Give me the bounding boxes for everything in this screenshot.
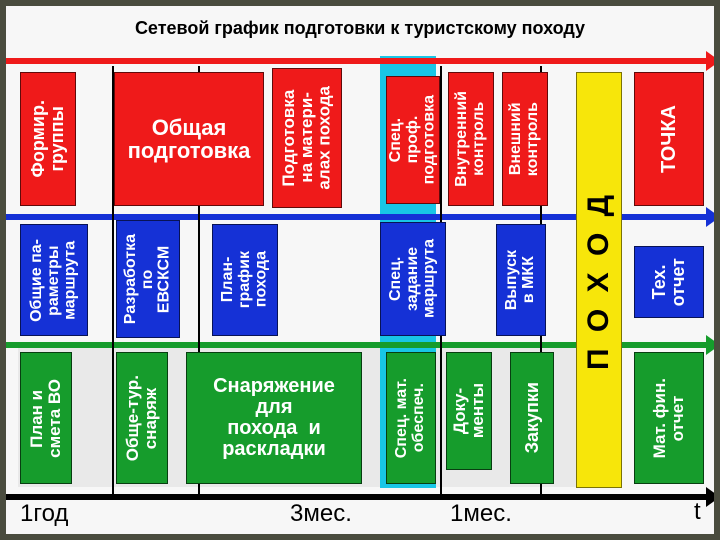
obshche-tur-snaryazh: Обще-тур. снаряж (116, 352, 168, 484)
zakupki: Закупки (510, 352, 554, 484)
axis-label: 3мес. (290, 500, 352, 528)
axis-label: 1мес. (450, 500, 512, 528)
podgotovka-materialy: Подготовка на матери- алах похода (272, 68, 342, 208)
axis-label: 1год (20, 500, 68, 528)
arrow-red (6, 58, 706, 64)
obshchaya-podgotovka: Общая подготовка (114, 72, 264, 206)
vnutrenniy-kontrol: Внутренний контроль (448, 72, 494, 206)
formir-gruppy: Формир. группы (20, 72, 76, 206)
spec-prof-podgotovka: Спец. проф. подготовка (386, 76, 440, 204)
dokumenty: Доку- менты (446, 352, 492, 470)
snaryazhenie: Снаряжение для похода и раскладки (186, 352, 362, 484)
vypusk-mkk: Выпуск в МКК (496, 224, 546, 336)
arrow-black (6, 494, 706, 500)
tochka: ТОЧКА (634, 72, 704, 206)
spec-zadanie: Спец. задание маршрута (380, 222, 446, 336)
obshchie-parametry: Общие па- раметры маршрута (20, 224, 88, 336)
pohod-column: П О Х О Д (576, 72, 622, 488)
teh-otchet: Тех. отчет (634, 246, 704, 318)
mat-fin-otchet: Мат. фин. отчет (634, 352, 704, 484)
plan-smeta-vo: План и смета ВО (20, 352, 72, 484)
spec-mat-obespech: Спец. мат. обеспеч. (386, 352, 436, 484)
axis-label: t (694, 498, 701, 526)
plan-grafik: План- график похода (212, 224, 278, 336)
razrabotka-evsksm: Разработка по ЕВСКСМ (116, 220, 180, 338)
page-title: Сетевой график подготовки к туристскому … (0, 18, 720, 39)
vneshniy-kontrol: Внешний контроль (502, 72, 548, 206)
